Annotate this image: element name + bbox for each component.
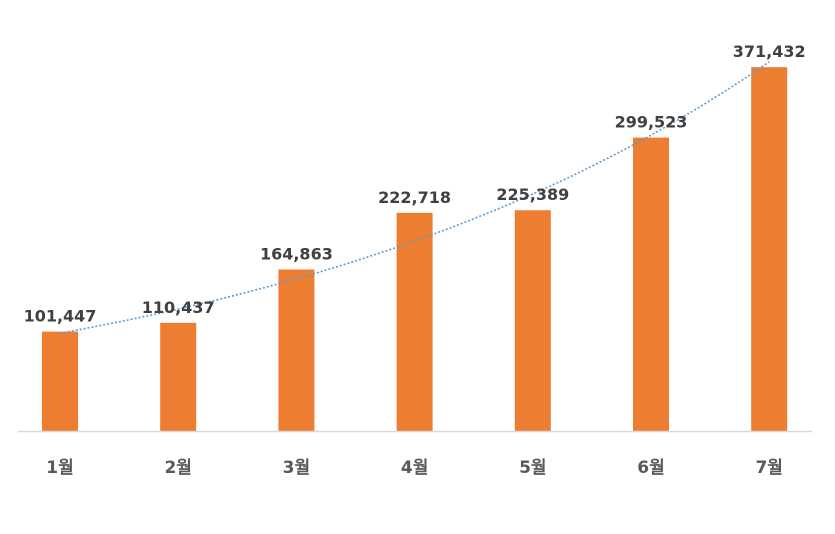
bar-4 [396,212,433,431]
x-tick-label: 6월 [637,458,664,478]
data-label: 225,389 [496,185,569,204]
trendline [59,61,770,335]
bar-5 [514,210,551,431]
data-label: 222,718 [378,188,451,207]
x-tick-labels-group: 1월 2월 3월 4월 5월 6월 7월 [46,458,783,478]
x-tick-label: 5월 [519,458,546,478]
bars-group [42,67,788,432]
bar-6 [633,137,669,431]
data-labels-group: 101,447 110,437 164,863 222,718 225,389 299,5… [24,42,806,325]
data-label: 164,863 [260,245,333,264]
data-label: 299,523 [615,113,688,132]
x-tick-label: 7월 [755,458,782,478]
data-label: 101,447 [24,307,97,326]
data-label: 110,437 [142,298,215,317]
bar-3 [278,269,315,431]
x-tick-label: 4월 [401,458,428,478]
data-label: 371,432 [733,42,806,61]
x-tick-label: 3월 [283,458,310,478]
x-tick-label: 2월 [164,458,191,478]
x-tick-label: 1월 [46,458,73,478]
bar-7 [751,67,788,432]
bar-2 [160,322,197,431]
bar-1 [42,331,78,431]
